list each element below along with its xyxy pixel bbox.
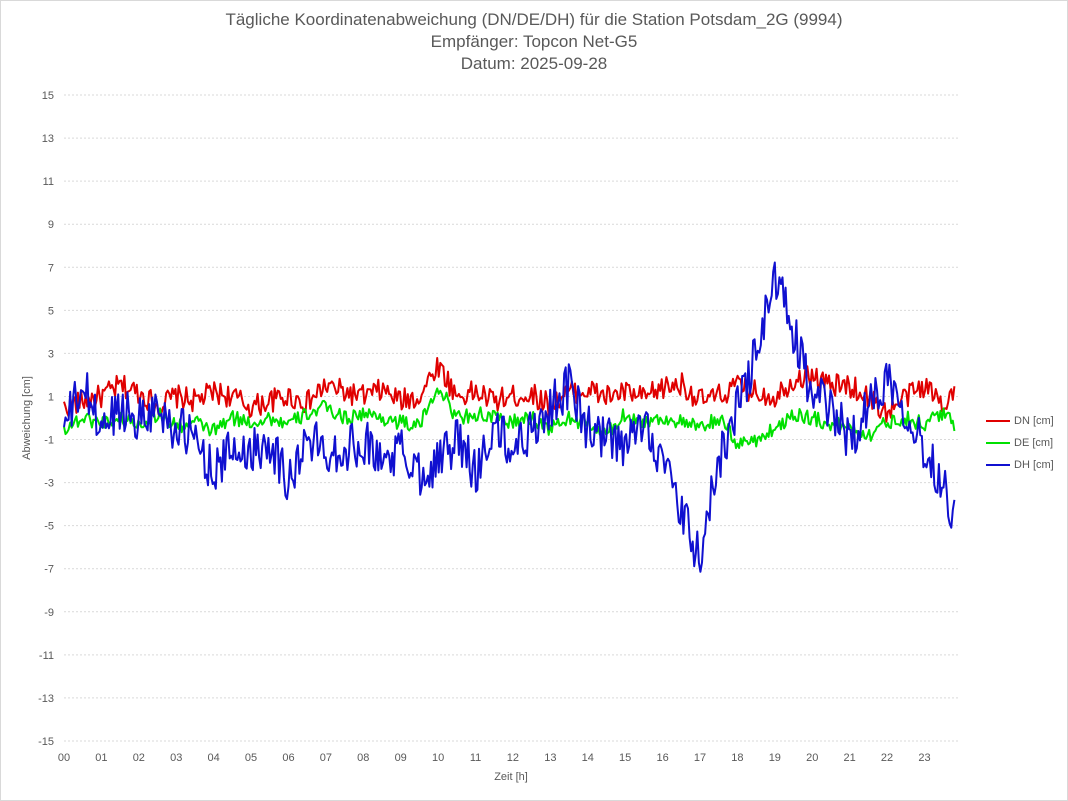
legend-label-dn: DN [cm]	[1014, 415, 1054, 427]
x-tick-label: 06	[282, 752, 294, 764]
x-tick-label: 11	[470, 752, 481, 764]
x-tick-label: 18	[731, 752, 743, 764]
legend-item-de: DE [cm]	[986, 432, 1054, 454]
x-tick-label: 03	[170, 752, 182, 764]
x-tick-label: 00	[58, 752, 70, 764]
x-tick-label: 22	[881, 752, 893, 764]
y-tick-label: -13	[38, 693, 54, 705]
x-tick-label: 02	[133, 752, 145, 764]
x-tick-label: 14	[582, 752, 594, 764]
y-tick-label: -15	[38, 736, 54, 748]
y-tick-label: 9	[48, 219, 54, 231]
legend-label-dh: DH [cm]	[1014, 459, 1054, 471]
y-tick-label: -11	[39, 650, 54, 662]
x-tick-label: 21	[844, 752, 856, 764]
x-tick-label: 08	[357, 752, 369, 764]
y-tick-label: 5	[48, 305, 54, 317]
y-tick-label: 15	[42, 90, 54, 102]
y-tick-label: -9	[44, 607, 54, 619]
legend-swatch-de	[986, 442, 1010, 444]
y-tick-label: -3	[44, 478, 54, 490]
y-tick-label: 11	[43, 176, 54, 188]
grid-lines	[64, 94, 960, 742]
x-tick-label: 07	[320, 752, 332, 764]
series-line-de	[63, 387, 956, 450]
legend-item-dn: DN [cm]	[986, 410, 1054, 432]
y-tick-label: 1	[48, 391, 54, 403]
x-tick-label: 09	[395, 752, 407, 764]
x-tick-label: 01	[95, 752, 107, 764]
chart-subtitle-receiver: Empfänger: Topcon Net-G5	[430, 32, 638, 51]
x-tick-label: 15	[619, 752, 631, 764]
x-tick-label: 19	[769, 752, 781, 764]
y-tick-label: -1	[44, 435, 54, 447]
x-tick-label: 05	[245, 752, 257, 764]
y-axis-title: Abweichung [cm]	[21, 376, 33, 460]
legend-swatch-dn	[986, 420, 1010, 422]
x-tick-label: 16	[656, 752, 668, 764]
legend-item-dh: DH [cm]	[986, 454, 1054, 476]
y-tick-label: -7	[44, 564, 54, 576]
series-lines	[63, 261, 956, 573]
chart-subtitle-date: Datum: 2025-09-28	[460, 54, 608, 73]
y-tick-labels: 15 13 11 9 7 5 3 1 -1 -3 -5 -7 -9 -11 -13 -15	[38, 90, 54, 748]
x-tick-label: 13	[544, 752, 556, 764]
x-tick-label: 20	[806, 752, 818, 764]
x-tick-label: 23	[918, 752, 930, 764]
x-tick-label: 17	[694, 752, 706, 764]
y-tick-label: -5	[44, 521, 54, 533]
chart-title: Tägliche Koordinatenabweichung (DN/DE/DH…	[225, 10, 843, 29]
x-tick-label: 04	[208, 752, 220, 764]
legend-swatch-dh	[986, 464, 1010, 466]
series-line-dh	[63, 261, 956, 573]
y-tick-label: 7	[48, 262, 54, 274]
legend-label-de: DE [cm]	[1014, 437, 1054, 449]
x-tick-label: 12	[507, 752, 519, 764]
chart-title-block: Tägliche Koordinatenabweichung (DN/DE/DH…	[0, 9, 1068, 75]
x-axis-title: Zeit [h]	[494, 771, 528, 783]
x-tick-labels: 00 01 02 03 04 05 06 07 08 09 10 11 12 13 14 15 16 17 18 19…	[58, 752, 931, 764]
y-tick-label: 13	[42, 133, 54, 145]
legend: DN [cm] DE [cm] DH [cm]	[986, 410, 1054, 476]
x-tick-label: 10	[432, 752, 444, 764]
y-tick-label: 3	[48, 348, 54, 360]
